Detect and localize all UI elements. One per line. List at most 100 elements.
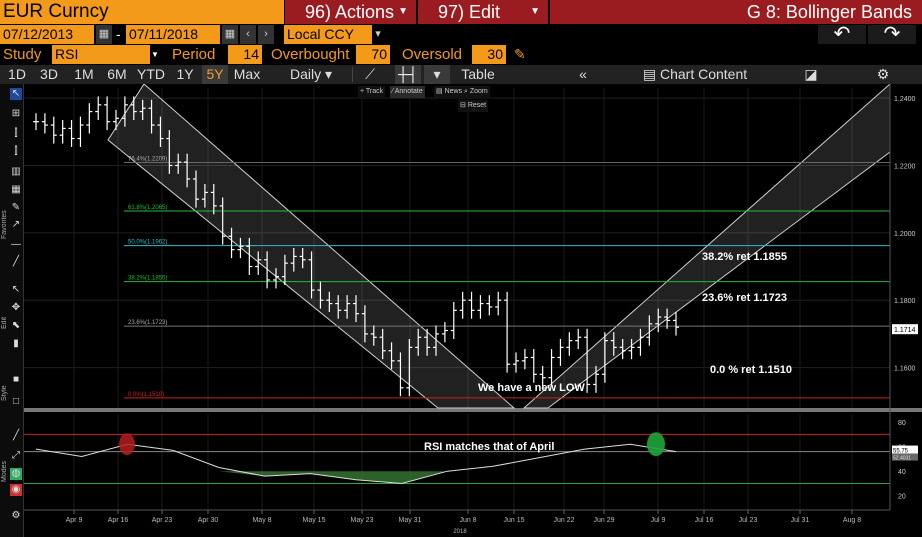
range-button-5y[interactable]: 5Y	[202, 65, 228, 84]
grid-icon[interactable]: ▦	[11, 184, 21, 195]
header-bar: EUR Curncy 96) Actions ▼ 97) Edit ▼ G 8:…	[0, 0, 922, 24]
bars-icon[interactable]: ⫿	[14, 146, 18, 157]
settings-icon[interactable]: ⚙	[11, 510, 21, 521]
ticker-field[interactable]: EUR Curncy	[0, 0, 284, 24]
end-date-input[interactable]: 07/11/2018	[126, 25, 220, 44]
collapse-icon[interactable]: «	[579, 66, 587, 82]
range-button-max[interactable]: Max	[233, 66, 261, 82]
x-axis-label: Jun 8	[459, 517, 476, 524]
fib-icon[interactable]: ▥	[11, 166, 21, 177]
currency-select[interactable]: Local CCY	[284, 25, 372, 44]
chevron-down-icon[interactable]: ▾	[424, 65, 450, 84]
draw-icon[interactable]: ╱	[12, 430, 20, 441]
price-chart[interactable]: 76.4%(1.2209) 61.8%(1.2065) 50.0%(1.1962) 3…	[24, 84, 922, 537]
annotate-button[interactable]: ⁄ Annotate	[390, 86, 425, 98]
range-button-ytd[interactable]: YTD	[137, 66, 165, 82]
study-mode-icon[interactable]: ◍	[10, 468, 22, 480]
zoom-label: Zoom	[469, 88, 488, 95]
x-axis-label: Apr 9	[66, 517, 83, 524]
favorites-label: Favorites	[1, 210, 8, 239]
ret-0-annotation: 0.0 % ret 1.1510	[710, 364, 792, 376]
rsi-note-annotation: RSI matches that of April	[424, 441, 554, 453]
style-label: Style	[1, 385, 8, 401]
tool-strip: ↖ ⊞ ⫿ ⫿ ▥ ▦ ✎ ↗ — ╱ ↖ ✥ ⬉ ▮ ■ □ ╱ ⤢ ◍ ◉ …	[0, 84, 24, 537]
fib-label: 23.6%(1.1723)	[128, 320, 167, 326]
start-date-input[interactable]: 07/12/2013	[0, 25, 94, 44]
arrow-icon[interactable]: ↗	[11, 219, 21, 230]
zoom-icon[interactable]: ⤢	[12, 450, 20, 461]
new-low-annotation: We have a new LOW	[478, 382, 585, 394]
rsi-april-marker	[119, 433, 135, 456]
edit-menu[interactable]: 97) Edit ▼	[418, 0, 548, 24]
study-select[interactable]: RSI ▼	[52, 45, 160, 64]
range-button-6m[interactable]: 6M	[107, 66, 127, 82]
x-axis-label: Jul 9	[651, 517, 666, 524]
line-chart-icon[interactable]: ⟋	[365, 66, 375, 82]
x-axis-label: Jun 15	[503, 517, 524, 524]
calendar-icon[interactable]: ▦	[222, 25, 238, 44]
calendar-icon[interactable]: ▦	[96, 25, 112, 44]
pointer-icon[interactable]: ↖	[11, 284, 21, 295]
toolbar: 1D 3D 1M 6M YTD 1Y 5Y Max Daily ▾ ⟋ ┼┤ ▾ Table …	[0, 65, 922, 84]
fill-icon[interactable]: □	[12, 396, 20, 407]
chevron-down-icon[interactable]: ▾	[372, 25, 384, 44]
track-button[interactable]: + Track	[358, 86, 386, 98]
pen-icon[interactable]: ✎	[11, 202, 21, 213]
oversold-input[interactable]: 30	[472, 45, 506, 64]
rsi-july-marker	[647, 432, 665, 457]
range-button-3d[interactable]: 3D	[40, 66, 58, 82]
chart-content-button[interactable]: ▤ Chart Content	[640, 65, 750, 84]
news-button[interactable]: ▤ News	[434, 86, 465, 98]
actions-menu[interactable]: 96) Actions ▼	[285, 0, 416, 24]
fib-label: 50.0%(1.1962)	[128, 240, 167, 246]
zoom-button[interactable]: ⌕ Zoom	[462, 86, 490, 98]
x-axis-year: 2018	[453, 529, 467, 535]
bar-chart-icon[interactable]: ┼┤	[395, 65, 421, 84]
gear-icon[interactable]: ⚙	[876, 66, 890, 82]
palette-icon[interactable]: ◉	[10, 484, 22, 496]
reset-button[interactable]: ⊟ Reset	[458, 100, 489, 112]
period-input[interactable]: 14	[228, 45, 262, 64]
move-icon[interactable]: ✥	[11, 302, 21, 313]
actions-menu-label: 96) Actions	[305, 2, 395, 22]
range-button-1y[interactable]: 1Y	[176, 66, 194, 82]
x-axis-label: Aug 8	[843, 517, 861, 524]
rsi-tag	[892, 445, 918, 454]
price-axis-label: 1.1800	[894, 298, 916, 305]
pencil-icon[interactable]: ✎	[514, 46, 526, 62]
range-button-1m[interactable]: 1M	[74, 66, 94, 82]
price-axis-label: 1.1600	[894, 366, 916, 373]
select-icon[interactable]: ⬉	[11, 320, 21, 331]
page-title: G 8: Bollinger Bands	[550, 0, 922, 24]
study-bar: Study RSI ▼ Period 14 Overbought 70 Over…	[0, 45, 922, 64]
rsi-tag	[892, 453, 918, 461]
color-icon[interactable]: ■	[12, 374, 20, 385]
date-separator: -	[116, 26, 121, 42]
date-bar: 07/12/2013 ▦ - 07/11/2018 ▦ ‹ › Local CC…	[0, 24, 922, 44]
price-axis-label: 1.2000	[894, 231, 916, 238]
study-select-value: RSI	[55, 46, 79, 62]
hline-icon[interactable]: —	[11, 239, 21, 250]
rsi-oversold-fill	[36, 471, 676, 484]
frequency-select[interactable]: Daily ▾	[289, 66, 333, 82]
chevron-left-icon[interactable]: ‹	[240, 25, 256, 44]
trash-icon[interactable]: ▮	[13, 338, 19, 349]
x-axis-label: Apr 23	[152, 517, 173, 524]
pane-divider	[24, 408, 922, 412]
x-axis-label: Jul 16	[695, 517, 714, 524]
edit-chart-icon[interactable]: ◪	[804, 66, 818, 82]
undo-icon[interactable]: ↶	[818, 24, 866, 44]
overbought-input[interactable]: 70	[356, 45, 390, 64]
table-button[interactable]: Table	[461, 66, 495, 82]
line-tool-icon[interactable]: ╱	[12, 256, 20, 267]
reset-label: Reset	[467, 102, 487, 109]
bracket-icon[interactable]: ⫿	[14, 128, 18, 139]
cursor-icon[interactable]: ↖	[10, 88, 22, 100]
range-button-1d[interactable]: 1D	[8, 66, 26, 82]
ruler-icon[interactable]: ⊞	[11, 108, 21, 119]
ret-382-annotation: 38.2% ret 1.1855	[702, 251, 787, 263]
redo-icon[interactable]: ↷	[868, 24, 916, 44]
x-axis-label: Jul 31	[791, 517, 810, 524]
chevron-right-icon[interactable]: ›	[258, 25, 274, 44]
x-axis-label: May 23	[351, 517, 374, 524]
